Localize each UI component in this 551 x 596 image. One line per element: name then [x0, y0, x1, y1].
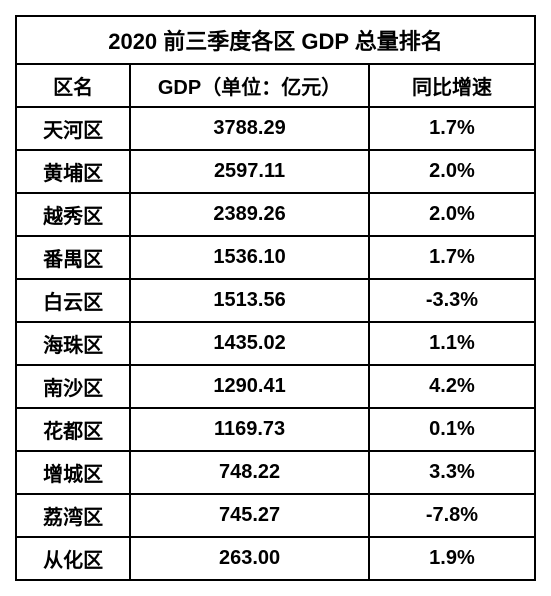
gdp-cell: 1513.56 [130, 279, 369, 322]
table-row: 番禺区1536.101.7% [16, 236, 535, 279]
gdp-cell: 748.22 [130, 451, 369, 494]
gdp-cell: 263.00 [130, 537, 369, 580]
growth-cell: 1.1% [369, 322, 535, 365]
growth-cell: 1.7% [369, 236, 535, 279]
gdp-cell: 3788.29 [130, 107, 369, 150]
district-cell: 荔湾区 [16, 494, 130, 537]
growth-cell: 2.0% [369, 150, 535, 193]
gdp-cell: 1435.02 [130, 322, 369, 365]
growth-cell: 1.9% [369, 537, 535, 580]
district-cell: 天河区 [16, 107, 130, 150]
table-row: 南沙区1290.414.2% [16, 365, 535, 408]
table-title: 2020 前三季度各区 GDP 总量排名 [16, 16, 535, 64]
gdp-cell: 2597.11 [130, 150, 369, 193]
gdp-cell: 1290.41 [130, 365, 369, 408]
district-cell: 从化区 [16, 537, 130, 580]
title-row: 2020 前三季度各区 GDP 总量排名 [16, 16, 535, 64]
table-row: 花都区1169.730.1% [16, 408, 535, 451]
table-row: 从化区263.001.9% [16, 537, 535, 580]
district-cell: 越秀区 [16, 193, 130, 236]
table-row: 天河区3788.291.7% [16, 107, 535, 150]
table-row: 白云区1513.56-3.3% [16, 279, 535, 322]
growth-cell: 1.7% [369, 107, 535, 150]
district-cell: 海珠区 [16, 322, 130, 365]
district-cell: 白云区 [16, 279, 130, 322]
table-row: 增城区748.223.3% [16, 451, 535, 494]
table-row: 海珠区1435.021.1% [16, 322, 535, 365]
district-cell: 黄埔区 [16, 150, 130, 193]
table-row: 黄埔区2597.112.0% [16, 150, 535, 193]
gdp-ranking-table: 2020 前三季度各区 GDP 总量排名 区名 GDP（单位：亿元） 同比增速 … [15, 15, 536, 581]
growth-cell: 2.0% [369, 193, 535, 236]
column-header-growth: 同比增速 [369, 64, 535, 107]
growth-cell: -3.3% [369, 279, 535, 322]
gdp-cell: 1536.10 [130, 236, 369, 279]
column-header-district: 区名 [16, 64, 130, 107]
table-body: 天河区3788.291.7%黄埔区2597.112.0%越秀区2389.262.… [16, 107, 535, 580]
header-row: 区名 GDP（单位：亿元） 同比增速 [16, 64, 535, 107]
district-cell: 花都区 [16, 408, 130, 451]
table-row: 越秀区2389.262.0% [16, 193, 535, 236]
gdp-cell: 1169.73 [130, 408, 369, 451]
district-cell: 增城区 [16, 451, 130, 494]
district-cell: 南沙区 [16, 365, 130, 408]
growth-cell: 0.1% [369, 408, 535, 451]
growth-cell: 3.3% [369, 451, 535, 494]
table-row: 荔湾区745.27-7.8% [16, 494, 535, 537]
column-header-gdp: GDP（单位：亿元） [130, 64, 369, 107]
gdp-cell: 2389.26 [130, 193, 369, 236]
district-cell: 番禺区 [16, 236, 130, 279]
growth-cell: 4.2% [369, 365, 535, 408]
gdp-cell: 745.27 [130, 494, 369, 537]
growth-cell: -7.8% [369, 494, 535, 537]
